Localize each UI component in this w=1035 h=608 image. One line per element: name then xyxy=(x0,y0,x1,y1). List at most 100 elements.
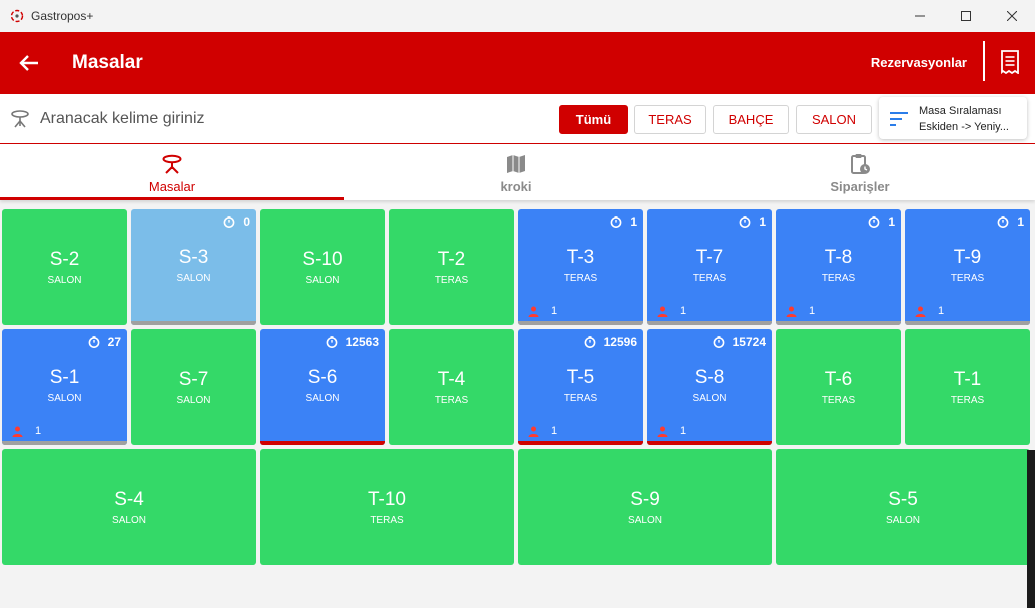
receipt-button[interactable] xyxy=(997,48,1023,76)
filter-chip-all[interactable]: Tümü xyxy=(559,105,628,134)
table-name: S-4 xyxy=(114,489,144,510)
table-status-bar xyxy=(776,321,901,325)
table-sort-selector[interactable]: Masa Sıralaması Eskiden -> Yeniy... xyxy=(879,97,1027,139)
table-tile[interactable]: S-2 SALON xyxy=(2,209,127,325)
table-zone: SALON xyxy=(305,275,340,286)
timer-value: 1 xyxy=(759,215,766,229)
table-tile[interactable]: S-3 SALON 0 xyxy=(131,209,256,325)
table-icon xyxy=(161,153,183,175)
tab-kroki[interactable]: kroki xyxy=(344,144,688,200)
guest-count: 1 xyxy=(528,425,557,437)
table-tile[interactable]: T-4 TERAS xyxy=(389,329,514,445)
tab-siparisler[interactable]: Siparişler xyxy=(688,144,1032,200)
table-tile[interactable]: T-5 TERAS 12596 1 xyxy=(518,329,643,445)
person-icon xyxy=(657,306,674,317)
guest-count: 1 xyxy=(915,305,944,317)
back-button[interactable] xyxy=(14,48,44,78)
table-zone: TERAS xyxy=(434,275,469,286)
table-status-bar xyxy=(518,321,643,325)
title-bar: Gastropos+ xyxy=(0,0,1035,32)
table-search-icon xyxy=(10,109,30,129)
table-tile[interactable]: S-1 SALON 27 1 xyxy=(2,329,127,445)
table-name: T-7 xyxy=(695,247,724,268)
close-icon xyxy=(1007,11,1017,21)
timer-value: 12563 xyxy=(345,335,379,349)
table-tile[interactable]: T-1 TERAS xyxy=(905,329,1030,445)
timer-value: 27 xyxy=(107,335,121,349)
timer-value: 1 xyxy=(888,215,895,229)
table-name: S-5 xyxy=(888,489,918,510)
table-timer: 12596 xyxy=(584,335,637,349)
table-zone: TERAS xyxy=(821,273,856,284)
table-tile[interactable]: S-10 SALON xyxy=(260,209,385,325)
table-tile[interactable]: S-5 SALON xyxy=(776,449,1030,565)
table-tile[interactable]: T-2 TERAS xyxy=(389,209,514,325)
table-zone: TERAS xyxy=(563,273,598,284)
table-zone: TERAS xyxy=(950,395,985,406)
table-status-bar xyxy=(260,441,385,445)
guest-count-value: 1 xyxy=(809,305,816,317)
stopwatch-icon xyxy=(223,216,239,228)
table-tile[interactable]: T-10 TERAS xyxy=(260,449,514,565)
table-tile[interactable]: S-7 SALON xyxy=(131,329,256,445)
appbar-divider xyxy=(983,41,985,81)
reservations-button[interactable]: Rezervasyonlar xyxy=(870,55,967,70)
guest-count-value: 1 xyxy=(551,305,558,317)
window-title: Gastropos+ xyxy=(31,9,94,23)
timer-value: 15724 xyxy=(732,335,766,349)
table-zone: SALON xyxy=(886,515,920,526)
table-zone: SALON xyxy=(47,393,82,404)
person-icon xyxy=(657,426,674,437)
table-tile[interactable]: S-8 SALON 15724 1 xyxy=(647,329,772,445)
table-zone: SALON xyxy=(176,395,211,406)
minimize-button[interactable] xyxy=(897,0,943,32)
tab-label: Masalar xyxy=(148,179,196,194)
table-zone: SALON xyxy=(692,393,727,404)
table-status-bar xyxy=(2,441,127,445)
timer-value: 12596 xyxy=(603,335,637,349)
tab-masalar[interactable]: Masalar xyxy=(0,144,344,200)
table-name: T-3 xyxy=(566,247,595,268)
table-timer: 15724 xyxy=(713,335,766,349)
table-zone: SALON xyxy=(47,275,82,286)
tab-bar: Masalar kroki Sipari xyxy=(0,144,1035,200)
active-tab-indicator xyxy=(0,197,344,200)
maximize-button[interactable] xyxy=(943,0,989,32)
app-logo-icon xyxy=(10,9,24,23)
timer-value: 1 xyxy=(630,215,637,229)
table-tile[interactable]: S-4 SALON xyxy=(2,449,256,565)
table-status-bar xyxy=(905,321,1030,325)
filter-chip-bahce[interactable]: BAHÇE xyxy=(713,105,789,134)
timer-value: 1 xyxy=(1017,215,1024,229)
table-zone: SALON xyxy=(176,273,211,284)
table-tile[interactable]: T-6 TERAS xyxy=(776,329,901,445)
table-tile[interactable]: S-9 SALON xyxy=(518,449,772,565)
guest-count: 1 xyxy=(12,425,41,437)
table-tile[interactable]: S-6 SALON 12563 xyxy=(260,329,385,445)
sort-value: Eskiden -> Yeniy... xyxy=(919,121,1009,133)
table-tile[interactable]: T-8 TERAS 1 1 xyxy=(776,209,901,325)
receipt-icon xyxy=(1001,50,1019,74)
guest-count-value: 1 xyxy=(551,425,558,437)
person-icon xyxy=(12,426,29,437)
table-name: T-9 xyxy=(953,247,982,268)
stopwatch-icon xyxy=(997,216,1013,228)
table-tile[interactable]: T-7 TERAS 1 1 xyxy=(647,209,772,325)
table-tile[interactable]: T-3 TERAS 1 1 xyxy=(518,209,643,325)
table-zone: SALON xyxy=(628,515,662,526)
table-name: T-10 xyxy=(367,489,407,510)
filter-chip-salon[interactable]: SALON xyxy=(796,105,872,134)
table-timer: 12563 xyxy=(326,335,379,349)
table-timer: 27 xyxy=(88,335,121,349)
table-name: S-8 xyxy=(694,367,725,388)
window-edge xyxy=(1027,450,1035,608)
filter-chip-teras[interactable]: TERAS xyxy=(634,105,706,134)
table-name: S-9 xyxy=(630,489,660,510)
table-tile[interactable]: T-9 TERAS 1 1 xyxy=(905,209,1030,325)
close-button[interactable] xyxy=(989,0,1035,32)
guest-count-value: 1 xyxy=(938,305,945,317)
stopwatch-icon xyxy=(326,336,342,348)
page-title: Masalar xyxy=(72,52,143,73)
search-input[interactable] xyxy=(40,107,540,131)
